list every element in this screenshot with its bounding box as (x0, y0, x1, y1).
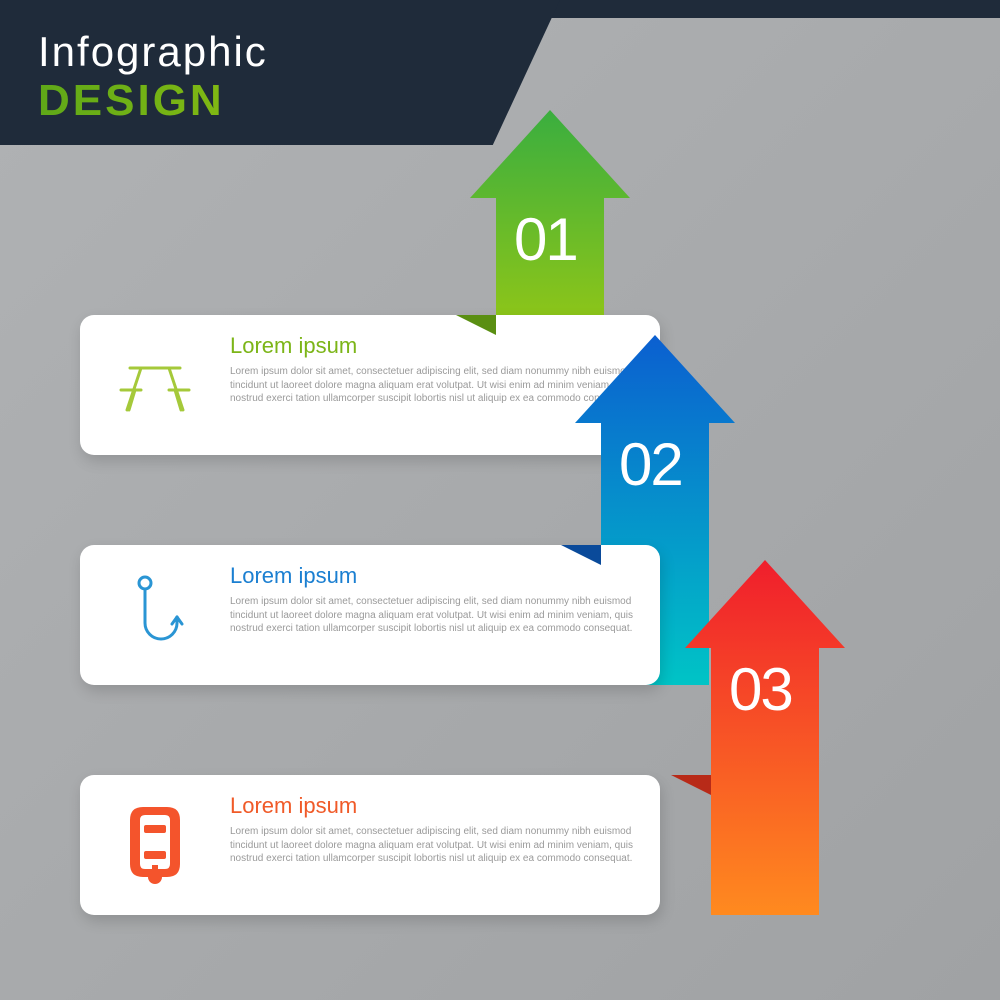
step-number-3: 03 (729, 655, 792, 724)
step-body: Lorem ipsum dolor sit amet, consectetuer… (230, 825, 640, 866)
title-line-2: DESIGN (38, 76, 522, 126)
step-body: Lorem ipsum dolor sit amet, consectetuer… (230, 595, 640, 636)
step-number-1: 01 (514, 205, 577, 274)
picnic-table-icon (110, 340, 200, 430)
raft-boat-icon (110, 800, 200, 890)
step-title: Lorem ipsum (230, 563, 640, 589)
step-number-2: 02 (619, 430, 682, 499)
top-accent-bar (520, 0, 1000, 18)
title-line-1: Infographic (38, 28, 522, 76)
fish-hook-icon (110, 570, 200, 660)
step-card-1: Lorem ipsumLorem ipsum dolor sit amet, c… (80, 315, 660, 455)
step-card-2: Lorem ipsum Lorem ipsum dolor sit amet, c… (80, 545, 660, 685)
step-card-3: Lorem ipsum Lorem ipsum dolor sit amet, c… (80, 775, 660, 915)
arrow-3 (685, 560, 845, 915)
step-title: Lorem ipsum (230, 793, 640, 819)
